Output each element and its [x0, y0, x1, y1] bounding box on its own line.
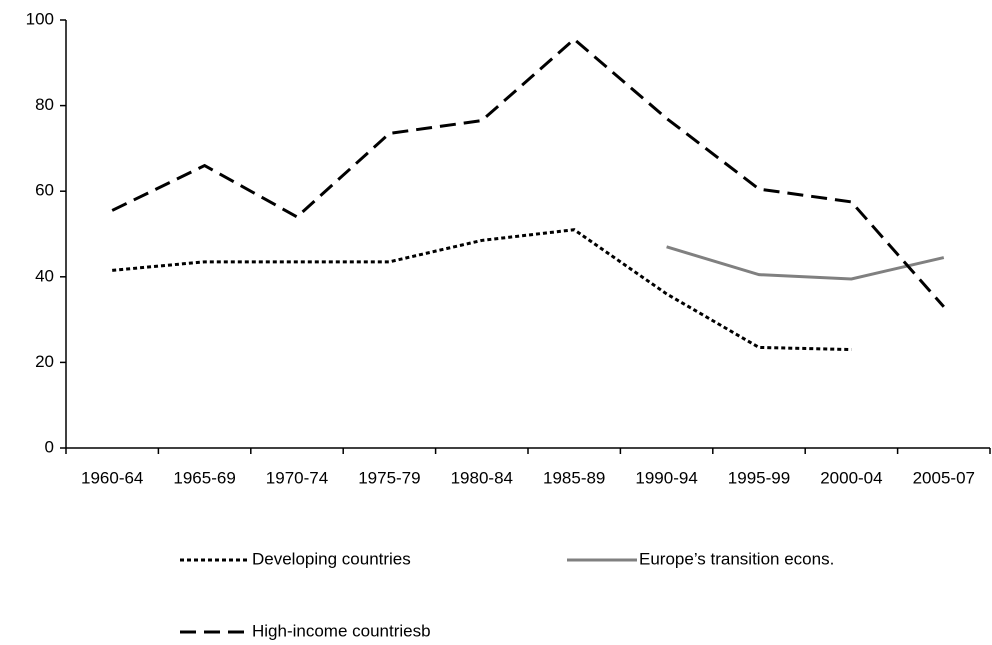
- x-tick-label: 1980-84: [451, 468, 513, 487]
- x-tick-label: 1985-89: [543, 468, 605, 487]
- x-tick-label: 1965-69: [173, 468, 235, 487]
- x-tick-label: 1975-79: [358, 468, 420, 487]
- x-tick-label: 2000-04: [820, 468, 882, 487]
- x-tick-label: 1970-74: [266, 468, 328, 487]
- legend-label: Europe’s transition econs.: [639, 549, 834, 568]
- y-tick-label: 0: [45, 437, 54, 456]
- x-tick-label: 1960-64: [81, 468, 143, 487]
- legend-label: High-income countriesb: [252, 621, 431, 640]
- y-tick-label: 60: [35, 181, 54, 200]
- series-line: [111, 37, 945, 308]
- x-tick-label: 2005-07: [913, 468, 975, 487]
- y-tick-label: 80: [35, 95, 54, 114]
- x-tick-label: 1990-94: [635, 468, 697, 487]
- y-tick-label: 20: [35, 352, 54, 371]
- series-line: [666, 245, 945, 281]
- x-tick-label: 1995-99: [728, 468, 790, 487]
- series-line: [112, 228, 852, 352]
- y-tick-label: 100: [26, 9, 54, 28]
- legend-label: Developing countries: [252, 549, 411, 568]
- y-tick-label: 40: [35, 266, 54, 285]
